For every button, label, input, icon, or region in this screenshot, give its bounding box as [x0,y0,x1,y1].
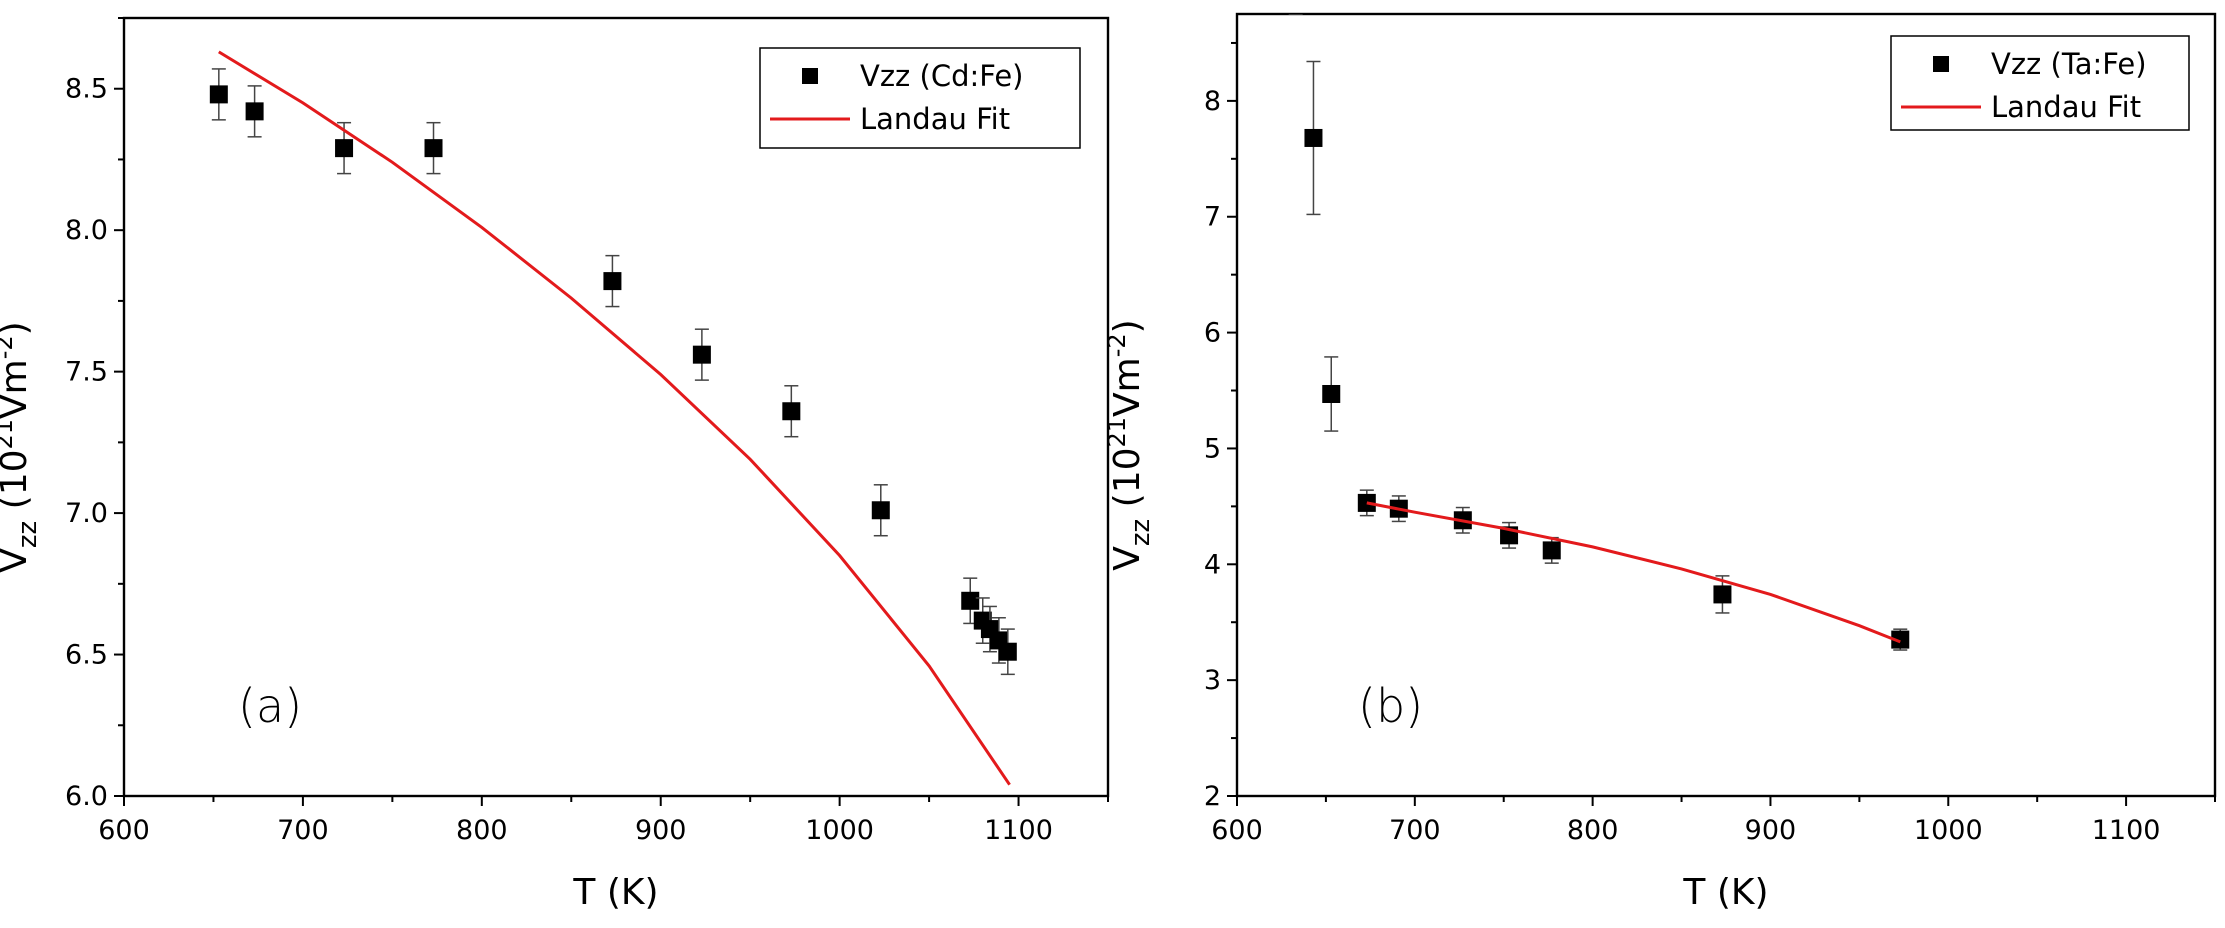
legend-entry-label: Vzz (Cd:Fe) [860,59,1024,93]
x-tick-label: 1000 [1914,815,1983,846]
y-axis-title-sup1: 21 [0,419,18,450]
x-tick-label: 800 [456,815,508,846]
y-tick-label: 8.0 [65,215,108,246]
x-axis-title: T (K) [572,872,658,913]
y-tick-label: 4 [1204,549,1221,580]
chart-panel-b: 600 700 800 900 1000 1100 2 3 4 5 6 7 8 T (K) Vzz (102… [1103,12,2217,913]
landau-fit-line [218,50,1011,786]
legend-marker-swatch [802,68,818,84]
data-point [998,642,1017,661]
x-tick-label: 1100 [984,815,1053,846]
y-tick-label: 8.5 [65,74,108,105]
data-point [1891,630,1910,649]
x-tick-label: 900 [1745,815,1797,846]
data-point [209,85,228,104]
x-tick-label: 700 [1389,815,1441,846]
data-point [603,272,622,291]
legend-marker-swatch [1933,56,1949,72]
y-tick-label: 5 [1204,433,1221,464]
x-tick-label: 800 [1567,815,1619,846]
data-point [1304,128,1323,147]
y-axis-title-unit-post: ) [1107,319,1148,333]
y-tick-label: 6.0 [65,781,108,812]
y-axis-title-unit-pre: (10 [1107,448,1148,519]
legend-entry-label: Vzz (Ta:Fe) [1991,47,2147,81]
plot-area [209,50,1017,786]
legend-box [759,47,1081,149]
x-axis-title: T (K) [1682,872,1768,913]
x-tick-label: 600 [1211,815,1263,846]
data-point [1542,541,1561,560]
data-point [1713,585,1732,604]
y-axis-title-sup2: -2 [0,335,18,359]
y-tick-label: 7.5 [65,357,108,388]
panel-label: (a) [238,679,302,733]
data-point [692,345,711,364]
y-tick-label: 8 [1204,86,1221,117]
y-axis-title-unit-mid: Vm [1107,357,1148,417]
data-point [335,139,354,158]
landau-fit-line [1366,501,1901,644]
plot-frame [1235,12,2217,798]
y-tick-label: 6.5 [65,640,108,671]
data-point [871,501,890,520]
data-point [424,139,443,158]
y-tick-label: 2 [1204,781,1221,812]
data-point [782,402,801,421]
y-tick-label: 7 [1204,202,1221,233]
y-tick-label: 7.0 [65,498,108,529]
x-tick-label: 1000 [805,815,874,846]
x-tick-label: 1100 [2092,815,2161,846]
panel-label: (b) [1358,679,1423,733]
y-axis-title: Vzz (1021Vm-2) [0,321,43,572]
y-axis-title: Vzz (1021Vm-2) [1103,319,1156,570]
y-axis-title-unit-mid: Vm [0,359,35,419]
y-axis-title-sup2: -2 [1103,333,1131,357]
legend-entry-label: Landau Fit [1991,90,2141,124]
x-tick-label: 600 [98,815,150,846]
y-tick-label: 3 [1204,665,1221,696]
y-axis-title-sub: zz [1126,519,1156,546]
y-axis-title-sup1: 21 [1103,417,1131,448]
x-tick-label: 900 [635,815,687,846]
y-axis-title-unit-post: ) [0,321,35,335]
data-point [961,591,980,610]
data-point [1322,384,1341,403]
y-axis-title-main: V [1107,546,1148,571]
x-tick-label: 700 [277,815,329,846]
plot-area [1288,14,1910,651]
y-axis-title-sub: zz [13,521,43,548]
y-axis-title-unit-pre: (10 [0,450,35,521]
legend-entry-label: Landau Fit [860,102,1010,136]
legend-box [1890,35,2190,131]
data-point [245,102,264,121]
y-axis-title-main: V [0,548,35,573]
plot-frame [122,16,1110,798]
chart-panel-a: 600 700 800 900 1000 1100 6.0 6.5 7.0 7.5 8.0 8.5 T … [0,16,1110,913]
y-tick-label: 6 [1204,318,1221,349]
